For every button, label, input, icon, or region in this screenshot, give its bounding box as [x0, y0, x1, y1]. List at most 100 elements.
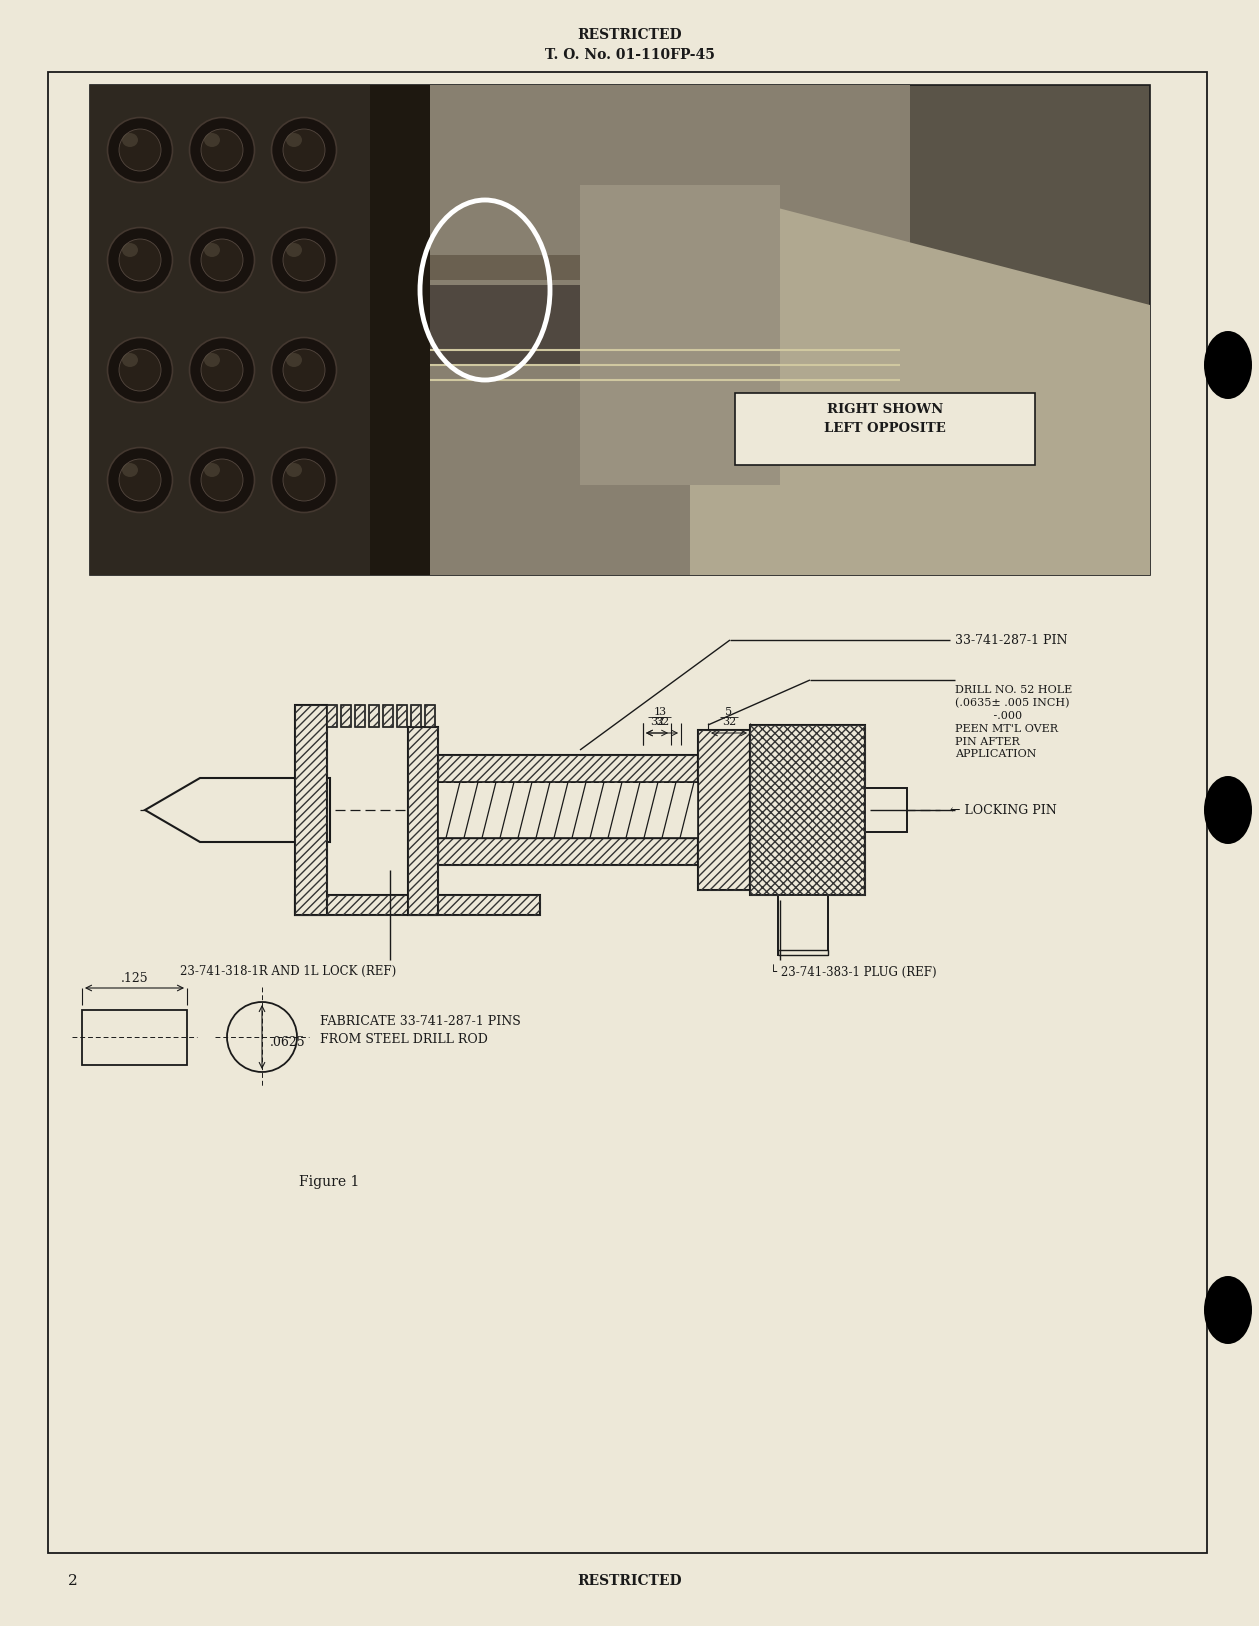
Bar — [408, 727, 438, 915]
Bar — [410, 706, 421, 727]
Ellipse shape — [1204, 1276, 1251, 1345]
Bar — [295, 894, 540, 915]
Bar — [89, 85, 370, 576]
Bar — [397, 706, 407, 727]
Bar — [778, 894, 828, 954]
Ellipse shape — [201, 459, 243, 501]
Bar — [431, 285, 580, 364]
Ellipse shape — [286, 242, 302, 257]
Text: 5: 5 — [725, 707, 733, 717]
Text: 32: 32 — [721, 717, 737, 727]
Ellipse shape — [120, 459, 161, 501]
Bar — [89, 85, 1149, 576]
Ellipse shape — [120, 239, 161, 281]
Text: 1: 1 — [653, 707, 661, 717]
Ellipse shape — [201, 128, 243, 171]
Text: 3: 3 — [658, 707, 666, 717]
Text: RESTRICTED: RESTRICTED — [577, 28, 682, 42]
Bar — [438, 754, 697, 865]
Bar — [383, 706, 393, 727]
Bar — [735, 393, 1035, 465]
Bar — [295, 894, 540, 915]
Ellipse shape — [283, 239, 325, 281]
Text: ← LOCKING PIN: ← LOCKING PIN — [951, 803, 1056, 816]
Text: RESTRICTED: RESTRICTED — [577, 1574, 682, 1589]
Bar — [438, 782, 697, 837]
Text: └ 23-741-383-1 PLUG (REF): └ 23-741-383-1 PLUG (REF) — [771, 964, 937, 979]
Ellipse shape — [272, 117, 336, 182]
Ellipse shape — [272, 338, 336, 403]
Ellipse shape — [227, 1002, 297, 1072]
Text: .125: .125 — [121, 972, 149, 985]
Ellipse shape — [201, 350, 243, 390]
Text: 33-741-287-1 PIN: 33-741-287-1 PIN — [956, 634, 1068, 647]
Bar — [426, 706, 436, 727]
Bar — [408, 727, 438, 915]
Bar — [865, 789, 906, 833]
Ellipse shape — [107, 447, 172, 512]
Bar — [431, 255, 580, 280]
Text: 23-741-318-1R AND 1L LOCK (REF): 23-741-318-1R AND 1L LOCK (REF) — [180, 964, 397, 977]
Bar — [750, 725, 865, 894]
Bar — [327, 706, 337, 727]
Ellipse shape — [286, 463, 302, 476]
Bar — [370, 85, 431, 576]
Ellipse shape — [1204, 776, 1251, 844]
Ellipse shape — [122, 242, 138, 257]
Bar — [341, 706, 351, 727]
Bar — [355, 706, 365, 727]
Ellipse shape — [283, 128, 325, 171]
Ellipse shape — [204, 133, 220, 146]
Ellipse shape — [286, 353, 302, 367]
Bar — [426, 706, 436, 727]
Text: 32: 32 — [655, 717, 669, 727]
Ellipse shape — [122, 463, 138, 476]
Bar — [697, 730, 750, 889]
Bar — [697, 730, 750, 889]
Bar — [369, 706, 379, 727]
Ellipse shape — [201, 239, 243, 281]
Bar — [438, 837, 697, 865]
Ellipse shape — [107, 338, 172, 403]
Ellipse shape — [283, 350, 325, 390]
Polygon shape — [145, 777, 330, 842]
Ellipse shape — [190, 338, 254, 403]
Ellipse shape — [120, 350, 161, 390]
Bar — [341, 706, 351, 727]
Text: 32: 32 — [650, 717, 665, 727]
Bar — [580, 185, 781, 485]
Text: RIGHT SHOWN
LEFT OPPOSITE: RIGHT SHOWN LEFT OPPOSITE — [825, 403, 946, 436]
Ellipse shape — [122, 353, 138, 367]
Bar — [295, 706, 327, 915]
Bar — [369, 706, 379, 727]
Ellipse shape — [122, 133, 138, 146]
Ellipse shape — [120, 128, 161, 171]
Bar — [327, 706, 337, 727]
Bar — [82, 1010, 188, 1065]
Ellipse shape — [272, 447, 336, 512]
Ellipse shape — [283, 459, 325, 501]
Ellipse shape — [107, 117, 172, 182]
Text: .0625: .0625 — [269, 1036, 306, 1049]
Bar — [438, 754, 697, 782]
Ellipse shape — [204, 463, 220, 476]
Bar — [438, 782, 697, 837]
Ellipse shape — [1204, 332, 1251, 398]
Text: 2: 2 — [68, 1574, 78, 1589]
Ellipse shape — [204, 353, 220, 367]
Ellipse shape — [272, 228, 336, 293]
Ellipse shape — [204, 242, 220, 257]
Bar — [355, 706, 365, 727]
Bar — [410, 706, 421, 727]
Bar — [383, 706, 393, 727]
Bar — [778, 950, 828, 954]
Text: T. O. No. 01-110FP-45: T. O. No. 01-110FP-45 — [545, 49, 714, 62]
Bar — [750, 725, 865, 894]
Bar — [431, 85, 910, 576]
Text: DRILL NO. 52 HOLE
(.0635± .005 INCH)
           -.000
PEEN MT'L OVER
PIN AFTER
A: DRILL NO. 52 HOLE (.0635± .005 INCH) -.0… — [956, 685, 1073, 759]
Ellipse shape — [190, 447, 254, 512]
Text: FABRICATE 33-741-287-1 PINS
FROM STEEL DRILL ROD: FABRICATE 33-741-287-1 PINS FROM STEEL D… — [320, 1015, 521, 1046]
Ellipse shape — [190, 228, 254, 293]
Text: Figure 1: Figure 1 — [300, 1176, 360, 1189]
Bar — [295, 706, 327, 915]
